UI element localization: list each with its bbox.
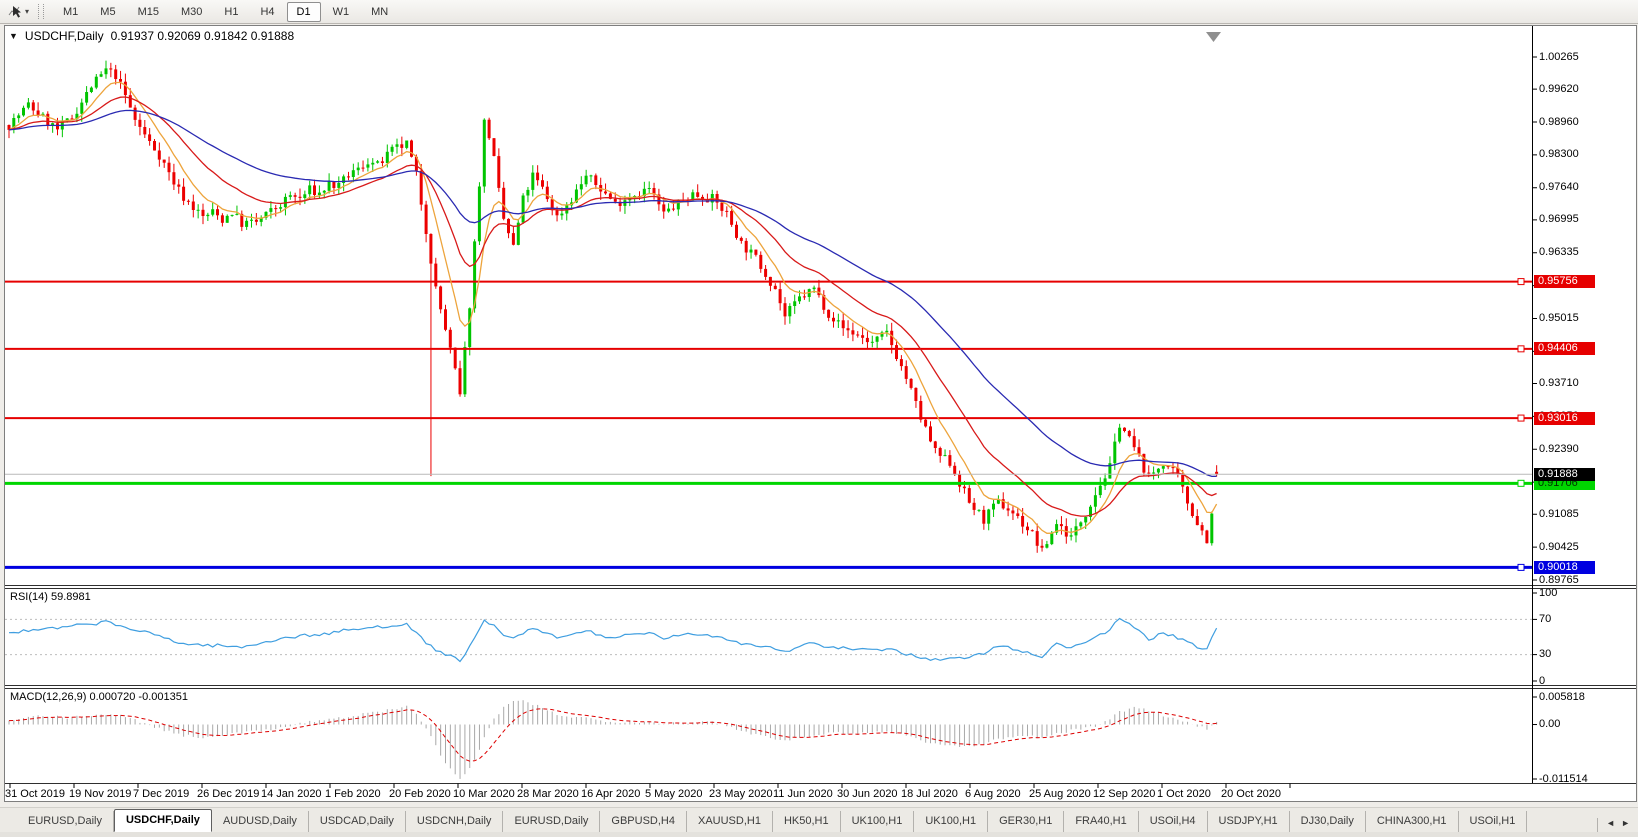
chart-tab-usoil-h4[interactable]: USOil,H4 — [1139, 811, 1208, 832]
chart-tab-usdjpy-h1[interactable]: USDJPY,H1 — [1208, 811, 1290, 832]
timeframe-button-h4[interactable]: H4 — [250, 2, 284, 22]
chart-tab-usdcnh-daily[interactable]: USDCNH,Daily — [406, 811, 504, 832]
chart-tab-eurusd-daily[interactable]: EURUSD,Daily — [17, 811, 114, 832]
chart-cursor-tool-icon — [8, 6, 21, 18]
timeframe-button-m30[interactable]: M30 — [171, 2, 212, 22]
moving-average-fast — [8, 81, 1218, 534]
tab-scroll-controls: ◄ ► — [1597, 818, 1638, 832]
chart-tab-usoil-h1[interactable]: USOil,H1 — [1459, 811, 1528, 832]
rsi-line — [8, 617, 1218, 663]
chevron-down-icon[interactable]: ▾ — [25, 6, 30, 16]
moving-average-slow — [8, 109, 1217, 478]
chart-tab-eurusd-daily[interactable]: EURUSD,Daily — [503, 811, 601, 832]
timeframe-button-w1[interactable]: W1 — [323, 2, 360, 22]
macd-histogram — [8, 700, 1218, 779]
chart-tab-bar: EURUSD,Daily USDCHF,Daily AUDUSD,Daily USDC… — [0, 807, 1638, 832]
chart-tab-uk100-h1[interactable]: UK100,H1 — [914, 811, 989, 832]
chart-tab-usdcad-daily[interactable]: USDCAD,Daily — [309, 811, 406, 832]
level-line-anchor-marker — [1517, 345, 1525, 353]
timeframe-button-mn[interactable]: MN — [361, 2, 398, 22]
chart-tab-dj30-daily[interactable]: DJ30,Daily — [1290, 811, 1366, 832]
chart-plot-area[interactable] — [0, 0, 1638, 807]
level-line-anchor-marker — [1517, 479, 1525, 487]
chart-tab-list: EURUSD,Daily USDCHF,Daily AUDUSD,Daily USDC… — [17, 809, 1528, 832]
chart-tab-china300-h1[interactable]: CHINA300,H1 — [1366, 811, 1459, 832]
chart-cursor-tool-button[interactable]: ▾ — [5, 2, 32, 21]
level-line-anchor-marker — [1517, 414, 1525, 422]
tab-scroll-right-icon[interactable]: ► — [1621, 818, 1630, 828]
chart-tab-xauusd-h1[interactable]: XAUUSD,H1 — [687, 811, 773, 832]
timeframe-button-m15[interactable]: M15 — [128, 2, 169, 22]
timeframe-button-d1[interactable]: D1 — [286, 1, 321, 22]
chart-background — [4, 25, 1637, 802]
level-line-anchor-marker — [1517, 278, 1525, 286]
chart-tab-hk50-h1[interactable]: HK50,H1 — [773, 811, 841, 832]
macd-signal-line — [8, 708, 1217, 762]
chart-window-border — [4, 25, 1637, 802]
timeframe-button-m1[interactable]: M1 — [53, 2, 88, 22]
timeframe-button-h1[interactable]: H1 — [214, 2, 248, 22]
chart-tab-fra40-h1[interactable]: FRA40,H1 — [1064, 811, 1139, 832]
moving-average-mid — [8, 96, 1217, 517]
chart-tab-gbpusd-h4[interactable]: GBPUSD,H4 — [600, 811, 687, 832]
timeframe-button-m5[interactable]: M5 — [90, 2, 125, 22]
chart-tab-ger30-h1[interactable]: GER30,H1 — [988, 811, 1065, 832]
chart-tab-uk100-h1[interactable]: UK100,H1 — [841, 811, 915, 832]
chart-tab-audusd-daily[interactable]: AUDUSD,Daily — [212, 811, 309, 832]
tab-scroll-left-icon[interactable]: ◄ — [1606, 818, 1616, 828]
timeframe-button-group: M1 M5 M15 M30 H1 H4 D1 W1 MN — [52, 1, 399, 22]
status-strip — [0, 832, 1638, 837]
chart-shift-marker-icon — [1206, 32, 1221, 42]
chart-tab-usdchf-daily[interactable]: USDCHF,Daily — [113, 809, 212, 832]
toolbar-grip-handle[interactable] — [38, 4, 45, 19]
top-toolbar: ▾ M1 M5 M15 M30 H1 H4 D1 W1 MN — [0, 0, 1638, 24]
level-line-anchor-marker — [1517, 563, 1525, 571]
